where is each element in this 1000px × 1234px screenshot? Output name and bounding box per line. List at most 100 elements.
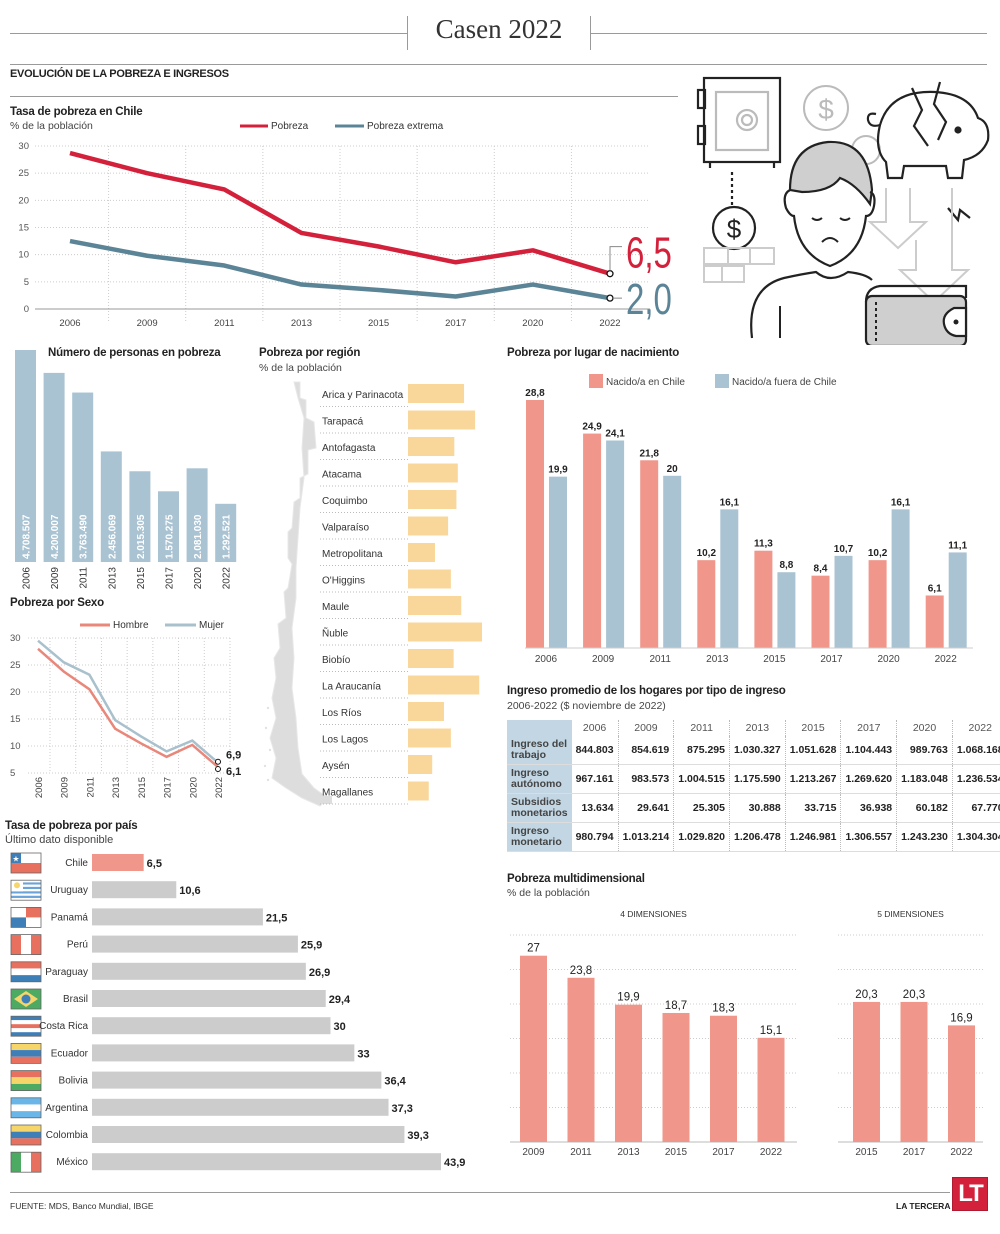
table-cell: 1.004.515	[673, 764, 730, 794]
region-label: Arica y Parinacota	[322, 390, 404, 401]
table-cell: 854.619	[618, 736, 675, 765]
flag-border	[10, 1042, 42, 1064]
country-label: Uruguay	[50, 885, 88, 896]
bar-value-label: 19,9	[617, 992, 639, 1004]
country-label: Perú	[67, 940, 88, 951]
bar-value-label: 18,7	[665, 1000, 687, 1012]
x-tick-label: 2013	[291, 318, 312, 329]
flag-stripe	[11, 886, 41, 890]
flag-stripe	[11, 1050, 41, 1057]
flag-stripe	[21, 1152, 31, 1173]
chart-multidimensional: 4 DIMENSIONES 27 2009 23,8 2011 19,9 2013 18,7 2…	[510, 909, 983, 1158]
table-cell: 1.013.214	[618, 822, 675, 852]
bar	[408, 675, 480, 695]
flag-quarter	[26, 907, 41, 918]
flag-border	[10, 907, 42, 928]
bar	[408, 649, 454, 668]
x-tick-label: 2009	[522, 1147, 545, 1158]
x-tick-label: 2006	[22, 567, 33, 590]
country-label: Bolivia	[59, 1076, 89, 1087]
end-label-hombre: 6,1	[226, 766, 241, 778]
bar-value-label: 4.200.007	[50, 514, 61, 559]
chart-title-sexo: Pobreza por Sexo	[10, 597, 104, 609]
country-label: Chile	[65, 858, 88, 869]
flag-stripe	[11, 1077, 41, 1084]
bar	[100, 451, 122, 562]
table-cell: 1.051.628	[785, 736, 842, 765]
col-header: 2015	[785, 720, 842, 736]
table-cell: 67.770	[952, 793, 1000, 823]
flag-quarter	[11, 917, 26, 928]
x-tick-label: 2006	[34, 777, 45, 798]
bar-value-label: 27	[527, 943, 540, 955]
region-label: Valparaíso	[322, 523, 370, 534]
table-cell: 29.641	[618, 793, 675, 823]
bar	[408, 781, 429, 801]
x-tick-label: 2006	[59, 318, 80, 329]
x-tick-label: 2022	[222, 567, 233, 590]
bar	[408, 569, 451, 589]
x-tick-label: 2022	[599, 318, 620, 329]
bar-value-label: 19,9	[548, 465, 568, 476]
bar-value-label: 21,5	[266, 912, 287, 924]
x-tick-label: 2015	[855, 1147, 878, 1158]
legend-swatch-chile	[589, 374, 603, 388]
bar-value-label: 1.292.521	[222, 514, 233, 559]
series-line-pobreza-extrema	[69, 238, 611, 301]
table-cell: 1.068.168	[952, 736, 1000, 765]
country-label: Argentina	[45, 1103, 88, 1114]
flag-stripe	[21, 934, 31, 955]
bar	[215, 503, 237, 562]
y-tick-label: 10	[10, 741, 21, 752]
x-tick-label: 2011	[79, 567, 90, 589]
bar	[868, 560, 887, 648]
bar-value-label: 10,2	[868, 548, 888, 559]
flag-icon-chile: ★	[10, 852, 42, 874]
flag-border	[10, 852, 42, 874]
bar	[43, 372, 65, 562]
header-rule-right	[591, 33, 987, 34]
y-tick-label: 5	[24, 277, 29, 288]
col-header: 2009	[618, 720, 675, 736]
x-tick-label: 2011	[649, 654, 671, 665]
series-line-mujer	[37, 639, 219, 764]
region-label: Los Lagos	[322, 735, 368, 746]
bar	[92, 990, 326, 1007]
x-tick-label: 2017	[165, 567, 176, 590]
bar-value-label: 30	[333, 1021, 345, 1033]
table-subtitle-ingreso: 2006-2022 ($ noviembre de 2022)	[507, 700, 666, 712]
y-tick-label: 20	[18, 195, 29, 206]
flag-stripe	[11, 968, 41, 976]
flag-icon-panama	[10, 907, 42, 928]
bar	[92, 1071, 382, 1089]
brand-name: LA TERCERA	[896, 1201, 951, 1211]
source-note: FUENTE: MDS, Banco Mundial, IBGE	[10, 1201, 154, 1211]
country-label: Paraguay	[45, 967, 88, 978]
bar	[92, 1126, 405, 1143]
end-label-pobreza-extrema: 2,0	[626, 276, 672, 325]
x-tick-label: 2022	[935, 654, 958, 665]
table-cell: 1.029.820	[673, 822, 730, 852]
flag-icon-peru	[10, 934, 42, 955]
income-table: 2006 2009 2011 2013 2015 2017 2020 2022 …	[507, 720, 1000, 852]
bar	[549, 476, 567, 648]
header-divider-left	[407, 16, 408, 50]
region-label: Magallanes	[322, 788, 373, 799]
flag-stripe	[11, 1131, 41, 1139]
x-tick-label: 2017	[820, 654, 843, 665]
bar-value-label: 2.015.305	[136, 514, 147, 559]
bar	[408, 755, 433, 774]
table-corner	[507, 720, 572, 736]
bar-value-label: 29,4	[329, 994, 351, 1006]
chart-pobreza-sexo: Hombre Mujer 5 10 15 20 25 30 2006 2009 2011 2013 20…	[10, 620, 241, 798]
legend-label-chile: Nacido/a en Chile	[606, 377, 685, 388]
flag-icon-argentina	[10, 1097, 42, 1119]
bar-value-label: 20	[667, 464, 679, 475]
bar	[408, 516, 449, 536]
col-header: 2006	[571, 720, 619, 736]
x-tick-label: 2011	[214, 318, 234, 329]
bar	[811, 575, 830, 648]
flag-border	[10, 1124, 42, 1146]
bar-value-label: 23,8	[570, 965, 592, 977]
bar	[408, 384, 465, 403]
